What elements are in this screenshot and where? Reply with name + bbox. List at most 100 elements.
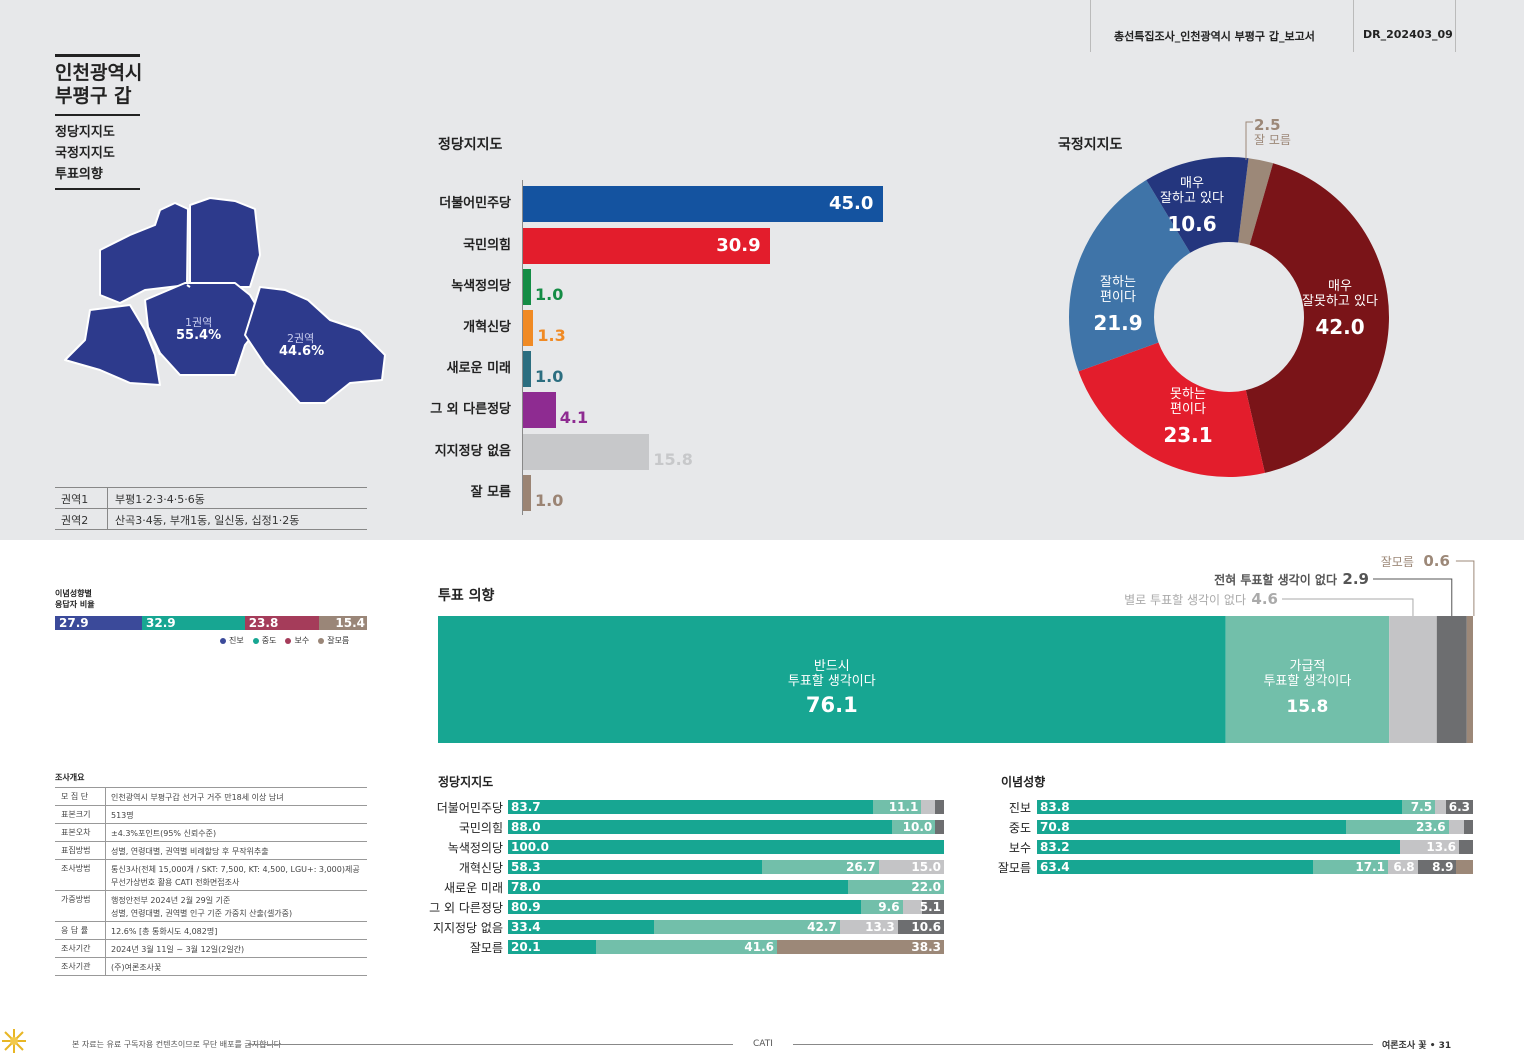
legend-label: 진보 bbox=[229, 636, 244, 645]
vote-segment bbox=[1436, 616, 1467, 743]
crosstab-party-title: 정당지지도 bbox=[438, 775, 494, 789]
crosstab-segment: 26.7 bbox=[762, 860, 879, 874]
title-rule-mid bbox=[55, 114, 140, 116]
survey-row: 가중방법 행정안전부 2024년 2월 29일 기준 성별, 연령대별, 권역별 인… bbox=[55, 890, 367, 921]
survey-row-divider bbox=[105, 824, 106, 841]
survey-row-value: 성별, 연령대별, 권역별 비례할당 후 무작위추출 bbox=[111, 845, 269, 858]
crosstab-segment: 22.0 bbox=[848, 880, 944, 894]
crosstab-segment: 10.6 bbox=[897, 920, 944, 934]
crosstab-segment-value: 83.8 bbox=[1040, 800, 1070, 814]
donut-slice bbox=[1238, 158, 1274, 245]
ideology-segment: 15.4 bbox=[318, 616, 367, 630]
crosstab-row-label: 녹색정의당 bbox=[447, 841, 503, 855]
crosstab-segment-value: 10.0 bbox=[902, 820, 933, 834]
vote-segment-value: 76.1 bbox=[806, 693, 858, 717]
survey-value-line: 통신3사(전체 15,000개 / SKT: 7,500, KT: 4,500,… bbox=[111, 865, 360, 874]
title-rule-bottom bbox=[55, 188, 140, 190]
legend-label: 잘모름 bbox=[327, 636, 350, 645]
party-bar-value: 1.3 bbox=[537, 326, 566, 345]
crosstab-segment: 11.1 bbox=[872, 800, 922, 814]
ideology-segment-value: 15.4 bbox=[335, 616, 365, 630]
crosstab-segment bbox=[935, 800, 944, 814]
crosstab-ideology-title: 이념성향 bbox=[1001, 775, 1046, 789]
party-bar-label: 더불어민주당 bbox=[439, 196, 511, 211]
topic-1: 정당지지도 bbox=[55, 125, 115, 140]
donut-slice-label: 매우 bbox=[1180, 176, 1204, 191]
crosstab-segment-value: 9.6 bbox=[878, 900, 900, 914]
vote-segment-label: 가급적 bbox=[1289, 659, 1325, 674]
crosstab-segment bbox=[1435, 800, 1446, 814]
legend-dot-icon bbox=[252, 637, 259, 644]
map-area-west bbox=[64, 304, 161, 386]
survey-row-key: 조사기관 bbox=[61, 962, 91, 971]
region1-name: 1권역 bbox=[185, 316, 213, 329]
survey-row-value: 12.6% [총 통화시도 4,082명] bbox=[111, 925, 217, 938]
crosstab-segment-value: 42.7 bbox=[807, 920, 837, 934]
crosstab-segment: 10.0 bbox=[891, 820, 936, 834]
legend-label: 중도 bbox=[261, 636, 277, 645]
party-bar-value: 30.9 bbox=[716, 235, 761, 256]
crosstab-segment bbox=[1464, 820, 1473, 834]
survey-row: 표본오차 ±4.3%포인트(95% 신뢰수준) bbox=[55, 823, 367, 841]
crosstab-segment: 83.8 bbox=[1037, 800, 1403, 814]
survey-row: 응 답 률 12.6% [총 통화시도 4,082명] bbox=[55, 921, 367, 939]
crosstab-segment-value: 15.0 bbox=[911, 860, 941, 874]
survey-row-key: 표본크기 bbox=[61, 810, 91, 819]
survey-title: 조사개요 bbox=[55, 773, 85, 782]
crosstab-segment: 100.0 bbox=[508, 840, 944, 854]
region1-pct: 55.4% bbox=[176, 328, 222, 343]
crosstab-segment: 58.3 bbox=[508, 860, 763, 874]
region-code: 권역2 bbox=[61, 514, 89, 527]
crosstab-segment-value: 58.3 bbox=[511, 860, 541, 874]
survey-row-key: 응 답 률 bbox=[61, 926, 89, 935]
party-bar bbox=[523, 475, 531, 511]
footer-separator: • bbox=[1429, 1041, 1436, 1051]
survey-value-line: 무선가상번호 활용 CATI 전화면접조사 bbox=[111, 878, 240, 887]
crosstab-segment: 6.3 bbox=[1445, 800, 1473, 814]
crosstab-row-label: 보수 bbox=[1008, 841, 1031, 855]
party-bar-value: 1.0 bbox=[535, 367, 564, 386]
ideology-legend-item: 보수 bbox=[285, 636, 309, 645]
survey-row-key: 조사방법 bbox=[61, 864, 91, 873]
party-bar-value: 45.0 bbox=[829, 193, 874, 214]
crosstab-row-label: 중도 bbox=[1008, 821, 1031, 835]
ideology-segment: 32.9 bbox=[142, 616, 245, 630]
crosstab-segment-value: 20.1 bbox=[511, 940, 541, 954]
survey-value-line: (주)여론조사꽃 bbox=[111, 963, 162, 972]
ideology-title: 이념성향별 응답자 비율 bbox=[55, 588, 95, 610]
donut-callout-value: 2.5 bbox=[1254, 116, 1281, 134]
survey-value-line: 행정안전부 2024년 2월 29일 기준 bbox=[111, 896, 231, 905]
survey-row: 표본크기 513명 bbox=[55, 805, 367, 823]
vote-callout-line bbox=[1373, 578, 1453, 616]
crosstab-segment-value: 83.2 bbox=[1040, 840, 1070, 854]
crosstab-segment-value: 100.0 bbox=[511, 840, 549, 854]
crosstab-segment-value: 7.5 bbox=[1410, 800, 1433, 814]
party-bar bbox=[523, 186, 883, 222]
crosstab-segment: 83.2 bbox=[1037, 840, 1400, 854]
crosstab-segment bbox=[1459, 840, 1473, 854]
footer-brand: 여론조사 꽃 • 31 bbox=[1382, 1038, 1451, 1051]
crosstab-segment: 23.6 bbox=[1345, 820, 1449, 834]
survey-value-line: 2024년 3월 11일 ~ 3월 12일(2일간) bbox=[111, 945, 245, 954]
district-map bbox=[64, 197, 386, 404]
donut-slice-label: 잘하고 있다 bbox=[1160, 191, 1224, 206]
ideology-segment: 27.9 bbox=[55, 616, 143, 630]
region-dongs: 부평1·2·3·4·5·6동 bbox=[115, 493, 205, 506]
survey-row-divider bbox=[105, 806, 106, 823]
crosstab-segment: 5.1 bbox=[920, 900, 944, 914]
survey-row: 표집방법 성별, 연령대별, 권역별 비례할당 후 무작위추출 bbox=[55, 841, 367, 859]
survey-row-value: 2024년 3월 11일 ~ 3월 12일(2일간) bbox=[111, 943, 244, 956]
map-area-east bbox=[244, 286, 386, 404]
crosstab-segment-value: 13.6 bbox=[1426, 840, 1457, 854]
header-divider-right bbox=[1455, 0, 1456, 52]
survey-row-key: 표본오차 bbox=[61, 828, 91, 837]
ideology-legend-item: 중도 bbox=[252, 636, 277, 645]
region-row: 권역2 산곡3·4동, 부개1동, 일신동, 십정1·2동 bbox=[55, 508, 367, 529]
vote-segment bbox=[1389, 616, 1437, 743]
party-bar-label: 녹색정의당 bbox=[451, 279, 511, 294]
crosstab-segment: 41.6 bbox=[595, 940, 777, 954]
topic-2: 국정지지도 bbox=[55, 146, 115, 161]
survey-row-value: 인천광역시 부평구갑 선거구 거주 만18세 이상 남녀 bbox=[111, 791, 284, 804]
survey-row: 조사방법 통신3사(전체 15,000개 / SKT: 7,500, KT: 4,… bbox=[55, 859, 367, 890]
